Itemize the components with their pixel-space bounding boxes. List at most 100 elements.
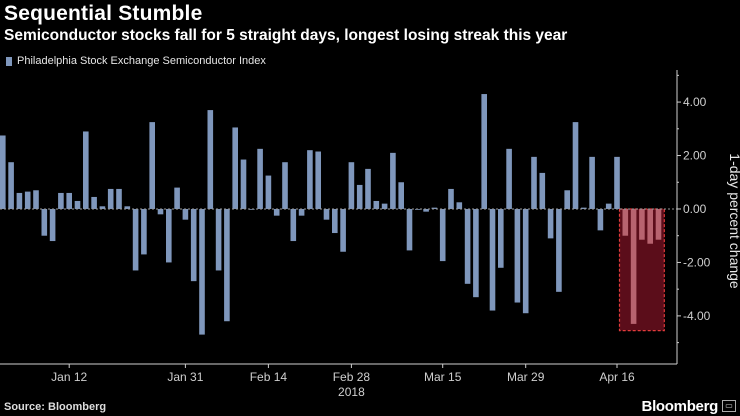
- bar: [348, 162, 355, 209]
- bar: [66, 192, 72, 209]
- bar: [531, 156, 537, 209]
- bar: [232, 127, 238, 209]
- bar: [149, 122, 155, 209]
- brand-logo: Bloomberg: [641, 398, 719, 415]
- bar: [315, 151, 321, 209]
- bar: [406, 208, 413, 251]
- bar: [16, 192, 23, 209]
- bar: [224, 208, 230, 322]
- bar: [539, 172, 546, 209]
- legend-label: Philadelphia Stock Exchange Semiconducto…: [17, 55, 266, 67]
- bar: [190, 208, 197, 282]
- bar: [365, 168, 371, 209]
- bar: [157, 208, 164, 215]
- chart-title: Sequential Stumble: [4, 2, 203, 25]
- bar: [489, 208, 496, 311]
- y-tick-label: 2.00: [683, 149, 707, 163]
- bar: [323, 208, 330, 220]
- bar: [124, 206, 131, 209]
- bar: [282, 162, 288, 209]
- bar: [0, 135, 6, 209]
- legend: Philadelphia Stock Exchange Semiconducto…: [6, 55, 266, 67]
- y-tick-label: 4.00: [683, 95, 707, 109]
- bar: [514, 208, 521, 303]
- bloomberg-terminal-icon: ▭: [722, 400, 736, 412]
- bar: [141, 208, 147, 255]
- bar: [439, 208, 446, 262]
- bar: [506, 148, 512, 209]
- bar: [290, 208, 297, 242]
- bar: [99, 206, 106, 209]
- bar: [614, 156, 620, 209]
- bar: [381, 203, 388, 209]
- bar: [215, 208, 222, 271]
- y-axis-label: 1-day percent change: [727, 153, 740, 289]
- bar: [199, 208, 205, 335]
- x-tick-label: Jan 31: [167, 370, 203, 384]
- x-tick-label: Apr 16: [599, 370, 635, 384]
- bar: [49, 208, 56, 242]
- y-tick-label: -4.00: [683, 309, 711, 323]
- bar: [307, 150, 313, 209]
- bar: [257, 148, 263, 209]
- bar: [340, 208, 346, 252]
- bar: [249, 208, 255, 210]
- y-tick-label: -2.00: [683, 255, 711, 269]
- x-tick-label: Mar 15: [424, 370, 462, 384]
- bar: [273, 208, 280, 216]
- bar: [41, 208, 48, 236]
- bar: [564, 190, 570, 209]
- bar: [581, 207, 587, 209]
- bar: [448, 188, 454, 209]
- y-tick-label: 0.00: [683, 202, 707, 216]
- bar: [182, 208, 189, 220]
- bar: [298, 208, 305, 216]
- bar: [464, 208, 471, 284]
- bar: [498, 208, 504, 268]
- bar: [240, 159, 247, 209]
- bar: [431, 207, 438, 209]
- bar: [622, 208, 629, 236]
- bar: [547, 208, 554, 239]
- bar: [647, 208, 653, 244]
- bar: [332, 208, 338, 234]
- bar: [107, 188, 114, 209]
- chart-subtitle: Semiconductor stocks fall for 5 straight…: [4, 27, 568, 44]
- x-tick-label: Feb 14: [250, 370, 288, 384]
- bar: [91, 196, 97, 209]
- bar: [356, 184, 363, 209]
- bar: [174, 187, 180, 209]
- bar: [74, 200, 81, 209]
- bar: [522, 208, 529, 314]
- bar: [166, 208, 172, 263]
- bar: [481, 94, 487, 209]
- bar: [373, 200, 380, 209]
- legend-swatch: [6, 56, 12, 66]
- bar: [83, 131, 89, 209]
- bar: [398, 182, 404, 209]
- bar: [116, 188, 122, 209]
- bar: [423, 208, 429, 212]
- bar: [390, 152, 396, 209]
- bar: [207, 110, 214, 209]
- bar: [572, 122, 579, 209]
- bar: [24, 191, 31, 209]
- bar: [33, 190, 39, 209]
- bar: [556, 208, 562, 292]
- bar: [132, 208, 139, 271]
- bar: [473, 208, 479, 298]
- x-tick-label: Jan 12: [51, 370, 87, 384]
- bar: [597, 208, 604, 231]
- x-tick-label: Feb 28: [333, 370, 371, 384]
- x-year-label: 2018: [338, 385, 365, 399]
- bar: [630, 208, 637, 324]
- bar: [639, 208, 645, 240]
- bar: [605, 203, 612, 209]
- bar: [589, 156, 595, 209]
- bar: [265, 175, 272, 209]
- bar: [58, 192, 64, 209]
- x-tick-label: Mar 29: [507, 370, 545, 384]
- bar: [456, 202, 463, 209]
- bar: [655, 208, 662, 240]
